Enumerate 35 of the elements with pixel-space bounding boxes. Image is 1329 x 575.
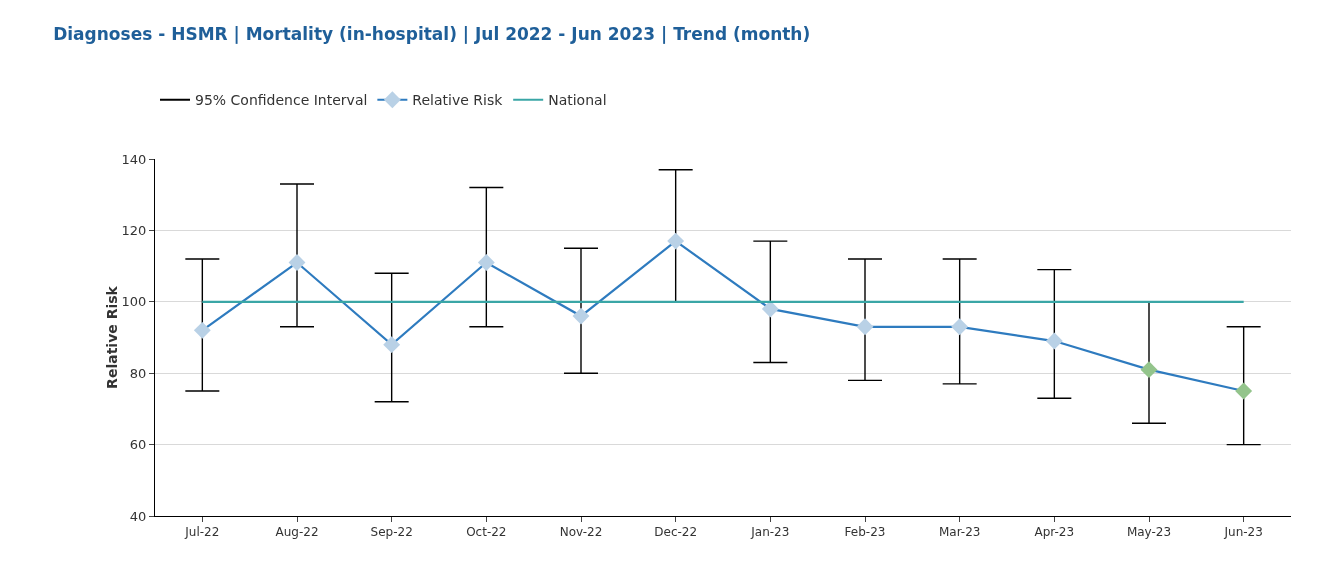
chart-title: Diagnoses - HSMR | Mortality (in-hospital) | Jul 2022 - Jun 2023 | Trend (month) <box>53 24 811 45</box>
point <box>1235 382 1253 400</box>
point <box>761 300 779 318</box>
y-tick-label: 100 <box>121 294 147 310</box>
legend-label: 95% Confidence Interval <box>195 92 368 109</box>
x-tick-label: Jun-23 <box>1223 525 1263 540</box>
point <box>667 232 685 250</box>
x-tick-label: Feb-23 <box>844 525 886 540</box>
x-tick-label: Mar-23 <box>938 525 981 540</box>
point <box>856 318 874 336</box>
y-tick-label: 60 <box>129 437 147 453</box>
x-tick-label: Dec-22 <box>654 525 698 540</box>
y-axis-title: Relative Risk <box>103 285 120 389</box>
point <box>1140 361 1158 379</box>
x-tick-label: Sep-22 <box>370 525 413 540</box>
y-tick-label: 140 <box>121 151 147 167</box>
point <box>288 254 306 271</box>
x-tick-label: May-23 <box>1126 525 1172 540</box>
x-tick-label: Nov-22 <box>559 525 603 540</box>
point <box>477 254 495 271</box>
x-tick-label: Jan-23 <box>750 525 790 540</box>
point <box>572 307 590 325</box>
point <box>951 318 969 336</box>
x-tick-label: Apr-23 <box>1034 525 1075 540</box>
legend-label: National <box>548 92 607 109</box>
x-tick-label: Oct-22 <box>466 525 507 540</box>
x-tick-label: Aug-22 <box>275 525 319 540</box>
x-tick-label: Jul-22 <box>184 525 220 540</box>
point <box>1045 332 1063 350</box>
y-tick-label: 40 <box>129 508 147 524</box>
y-tick-label: 120 <box>121 222 147 238</box>
y-tick-label: 80 <box>129 365 147 381</box>
legend-label: Relative Risk <box>412 92 504 109</box>
point <box>383 336 401 354</box>
point <box>193 321 211 339</box>
